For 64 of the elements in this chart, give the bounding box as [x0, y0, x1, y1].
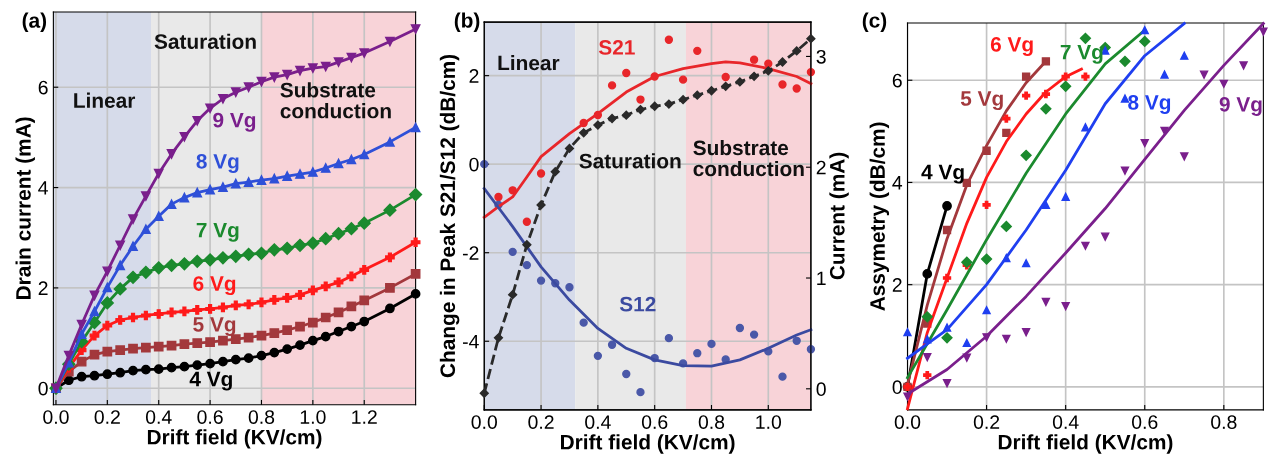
series-label: S12: [619, 296, 656, 312]
band-label: Substrate conduction: [693, 139, 804, 177]
y-axis-title: Drain current (mA): [15, 117, 35, 300]
x-tick-label: 0.8: [1211, 415, 1237, 429]
band-label: Substrate conduction: [280, 82, 391, 119]
series-label: 6 Vg: [193, 276, 236, 296]
y-axis-title: Change in Peak S21/S12 (dB/cm): [439, 54, 460, 378]
series-label: 8 Vg: [196, 153, 239, 173]
x-tick-label: 0.2: [973, 415, 1000, 429]
y2-axis-title: Current (mA): [829, 152, 849, 280]
text: (b): [454, 12, 480, 32]
band-label: Linear: [74, 92, 136, 108]
series-label: 5 Vg: [193, 317, 236, 336]
x-axis-title: Drift field (KV/cm): [998, 434, 1173, 454]
band-label: Saturation: [579, 153, 681, 169]
x-tick-label: 1.2: [352, 410, 377, 424]
series-label: S21: [598, 40, 635, 55]
x-axis-title: Drift field (KV/cm): [147, 429, 322, 449]
x-tick-label: 0.8: [698, 415, 725, 429]
y-tick-label: 6: [38, 80, 48, 95]
y-tick-label: 0: [469, 157, 479, 172]
series-label: 8 Vg: [1128, 94, 1171, 114]
y-tick-label: 6: [892, 73, 902, 88]
y-tick-label: 0: [892, 380, 902, 395]
y-tick-label: -4: [462, 334, 479, 349]
x-tick-label: 0.2: [528, 415, 554, 429]
y-tick-label: -2: [462, 246, 479, 260]
x-tick-label: 0.0: [471, 415, 498, 429]
y-tick-label: 4: [38, 181, 48, 195]
series-label: 9 Vg: [213, 112, 256, 132]
x-tick-label: 0.8: [248, 410, 275, 424]
series-label: 7 Vg: [196, 222, 239, 242]
x-tick-label: 0.4: [1052, 415, 1079, 429]
x-tick-label: 1.0: [756, 415, 782, 429]
band-label: Linear: [498, 55, 560, 71]
y-tick-label: 2: [38, 281, 48, 295]
series-label: 4 Vg: [189, 371, 232, 391]
x-tick-label: 0.4: [585, 415, 611, 429]
series-label: 4 Vg: [921, 164, 964, 184]
y2-tick-label: 2: [816, 160, 826, 175]
y-tick-label: 0: [38, 381, 48, 396]
series-label: 7 Vg: [1060, 44, 1103, 64]
y-tick-label: 2: [469, 69, 479, 83]
x-tick-label: 1.0: [300, 410, 326, 424]
series-label: 5 Vg: [960, 91, 1003, 111]
x-tick-label: 0.0: [894, 415, 921, 429]
x-tick-label: 0.2: [94, 410, 120, 424]
x-tick-label: 0.4: [145, 410, 172, 424]
x-tick-label: 0.6: [1131, 415, 1158, 429]
x-axis-title: Drift field (KV/cm): [561, 434, 735, 454]
band-label: Saturation: [154, 33, 256, 49]
y-tick-label: 4: [892, 176, 903, 190]
y-tick-label: 2: [892, 278, 902, 292]
series-label: 9 Vg: [1219, 96, 1262, 116]
y2-tick-label: 1: [817, 271, 826, 286]
x-tick-label: 0.0: [43, 410, 69, 424]
y2-tick-label: 0: [816, 382, 826, 397]
x-tick-label: 0.6: [197, 410, 223, 424]
series-label: 6 Vg: [990, 36, 1033, 56]
y2-tick-label: 3: [816, 49, 826, 64]
x-tick-label: 0.6: [641, 415, 668, 429]
text: (c): [862, 12, 887, 32]
y-axis-title: Assymetry (dB/cm): [869, 122, 890, 311]
text: (a): [22, 12, 47, 32]
